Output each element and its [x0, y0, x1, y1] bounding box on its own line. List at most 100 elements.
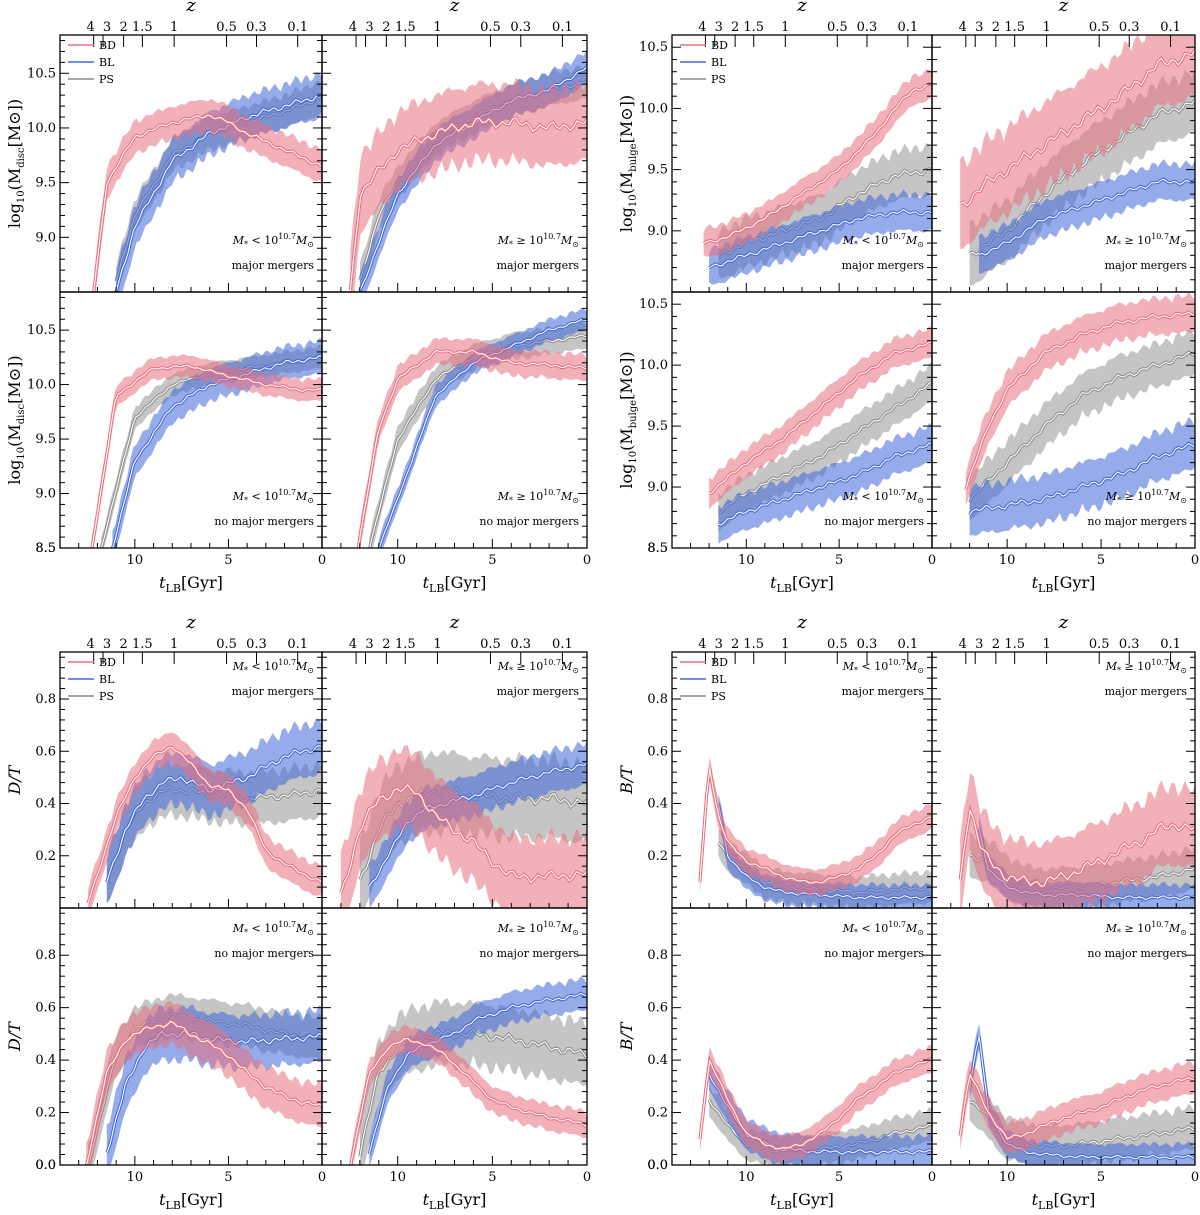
x-tick-label: 0: [583, 1170, 591, 1185]
z-axis-label: z: [796, 612, 807, 633]
series-group: [698, 1045, 932, 1165]
series-group: [958, 1023, 1195, 1165]
y-axis-label: D/T: [5, 764, 24, 795]
x-tick-label: 10: [738, 553, 755, 568]
z-tick-label: 0.3: [510, 20, 531, 35]
z-axis-label: z: [185, 612, 196, 633]
mass-symbol: M: [232, 490, 245, 503]
z-axis-label: z: [185, 0, 196, 16]
z-tick-label: 0.5: [216, 637, 237, 652]
x-axis-label: tLB[Gyr]: [159, 573, 223, 595]
z-tick-label: 0.3: [1119, 20, 1140, 35]
mass-relation: < 10: [858, 922, 888, 935]
band-BD: [350, 77, 587, 292]
z-tick-label: 0.3: [857, 20, 878, 35]
mass-exponent: 10.7: [1151, 232, 1169, 241]
y-tick-label: 9.0: [35, 230, 56, 245]
mass-unit-sub: ⊙: [1180, 496, 1187, 505]
z-tick-label: 2: [992, 20, 1000, 35]
band-BD: [699, 1045, 932, 1163]
z-tick-label: 2: [119, 20, 127, 35]
z-tick-label: 0.5: [480, 20, 501, 35]
mass-unit: M: [560, 660, 573, 673]
y-tick-label: 0.2: [35, 1106, 56, 1121]
y-tick-label: 8.5: [647, 541, 668, 556]
mass-relation: < 10: [248, 234, 278, 247]
ylabel-tail: [M⊙]): [5, 99, 24, 148]
x-tick-label: 5: [224, 1170, 232, 1185]
median-line-BD: [357, 349, 587, 548]
xlabel-main: t: [770, 1190, 777, 1209]
z-tick-label: 2: [992, 637, 1000, 652]
ylabel-sub: 10: [628, 451, 639, 464]
mass-subscript: *: [244, 240, 248, 249]
y-tick-label: 0.6: [35, 1001, 56, 1016]
panel-bt-1-0: 0.00.20.40.60.80.010 5 0M* < 1010.7M⊙no ma…: [647, 907, 936, 1185]
mass-subscript: *: [854, 240, 858, 249]
z-tick-label: 1.5: [132, 637, 153, 652]
x-tick-label: 0: [928, 1170, 936, 1185]
panel-bulge-1-0: 8.59.09.510.010.58.510 5 0M* < 1010.7M⊙no …: [639, 291, 936, 568]
series-group: [356, 307, 587, 548]
median-line-BD: [699, 768, 932, 884]
x-tick-label: 10: [389, 553, 406, 568]
mass-symbol: M: [1105, 660, 1118, 673]
mass-subscript: *: [509, 928, 513, 937]
legend-label-BL: BL: [711, 56, 727, 69]
mass-subscript: *: [509, 240, 513, 249]
merger-annotation: major mergers: [842, 685, 925, 698]
mass-symbol: M: [497, 490, 510, 503]
mass-unit-sub: ⊙: [917, 928, 924, 937]
x-axis-label: tLB[Gyr]: [1032, 573, 1096, 595]
z-tick-label: 1: [170, 637, 178, 652]
mass-exponent: 10.7: [1151, 920, 1169, 929]
panel-bt-0-0: 0.20.40.60.84 3 2 1.5 1 0.5 0.3 0.1zM* < 1010.7…: [647, 612, 933, 909]
median-line-PS: [718, 381, 932, 513]
y-tick-label: 10.5: [27, 323, 56, 338]
band-BD: [960, 35, 1195, 249]
panel-bt-1-1: 10 5 0M* ≥ 1010.7M⊙no major mergers: [931, 907, 1199, 1185]
mass-relation: < 10: [248, 490, 278, 503]
chart-block-bt: 0.20.40.60.84 3 2 1.5 1 0.5 0.3 0.1zM* < 1010.7…: [617, 612, 1199, 1212]
mass-annotation: M* < 1010.7M⊙: [842, 920, 924, 937]
xlabel-main: t: [770, 573, 777, 592]
panel-dt-0-0: 0.20.40.60.84 3 2 1.5 1 0.5 0.3 0.1zM* < 1010.7…: [35, 612, 323, 909]
x-tick-label: 10: [127, 553, 144, 568]
band-BL: [969, 1023, 1195, 1165]
mass-relation: < 10: [248, 922, 278, 935]
z-tick-label: 1.5: [743, 20, 764, 35]
mass-relation: ≥ 10: [513, 490, 543, 503]
chart-block-bulge: 9.09.510.010.54 3 2 1.5 1 0.5 0.3 0.1zM* < 1010…: [617, 0, 1199, 595]
y-tick-label: 0.8: [35, 948, 56, 963]
mass-subscript: *: [1117, 666, 1121, 675]
z-tick-label: 0.1: [552, 20, 573, 35]
z-tick-label: 1.5: [132, 20, 153, 35]
ylabel-tail: [M⊙]): [617, 351, 636, 400]
mass-exponent: 10.7: [278, 232, 296, 241]
ylabel-arg: (M: [5, 424, 24, 447]
z-axis-label: z: [449, 0, 460, 16]
merger-annotation: major mergers: [1105, 259, 1188, 272]
xlabel-main: t: [423, 573, 430, 592]
z-tick-label: 0.1: [898, 637, 919, 652]
mass-relation: < 10: [248, 660, 278, 673]
merger-annotation: major mergers: [232, 685, 315, 698]
mass-relation: < 10: [858, 234, 888, 247]
z-tick-label: 0.5: [1089, 637, 1110, 652]
median-line-BL: [969, 442, 1195, 516]
z-tick-label: 3: [365, 20, 373, 35]
z-tick-label: 4: [349, 637, 357, 652]
legend-label-BL: BL: [99, 56, 115, 69]
mass-subscript: *: [854, 666, 858, 675]
legend-label-BL: BL: [99, 673, 115, 686]
mass-exponent: 10.7: [278, 488, 296, 497]
ylabel-main: log: [617, 464, 636, 489]
median-line-BD: [93, 114, 322, 292]
xlabel-main: t: [1032, 1190, 1039, 1209]
xlabel-main: t: [159, 573, 166, 592]
series-group: [90, 338, 322, 548]
z-tick-label: 0.3: [1119, 637, 1140, 652]
y-axis-label: log10(Mdisc[M⊙]): [5, 99, 27, 228]
y-tick-label: 0.8: [647, 692, 668, 707]
y-tick-label: 9.0: [647, 480, 668, 495]
